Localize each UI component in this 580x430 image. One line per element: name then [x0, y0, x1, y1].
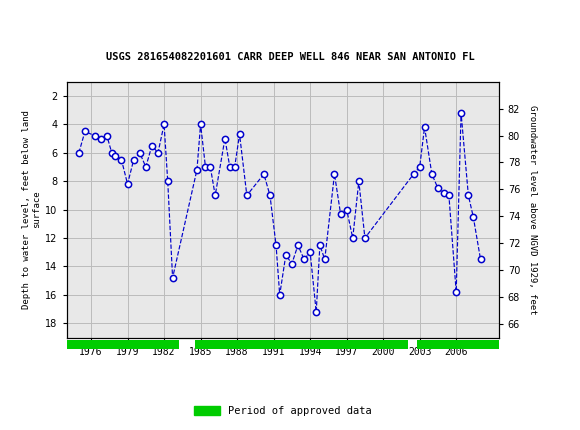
Legend: Period of approved data: Period of approved data — [190, 401, 376, 420]
Text: ≋: ≋ — [3, 6, 24, 30]
Y-axis label: Depth to water level, feet below land
surface: Depth to water level, feet below land su… — [21, 110, 41, 309]
Bar — [67, 340, 179, 349]
Bar — [417, 340, 499, 349]
Text: USGS 281654082201601 CARR DEEP WELL 846 NEAR SAN ANTONIO FL: USGS 281654082201601 CARR DEEP WELL 846 … — [106, 52, 474, 61]
Y-axis label: Groundwater level above NGVD 1929, feet: Groundwater level above NGVD 1929, feet — [528, 105, 537, 314]
Text: USGS: USGS — [41, 9, 96, 27]
Bar — [194, 340, 408, 349]
